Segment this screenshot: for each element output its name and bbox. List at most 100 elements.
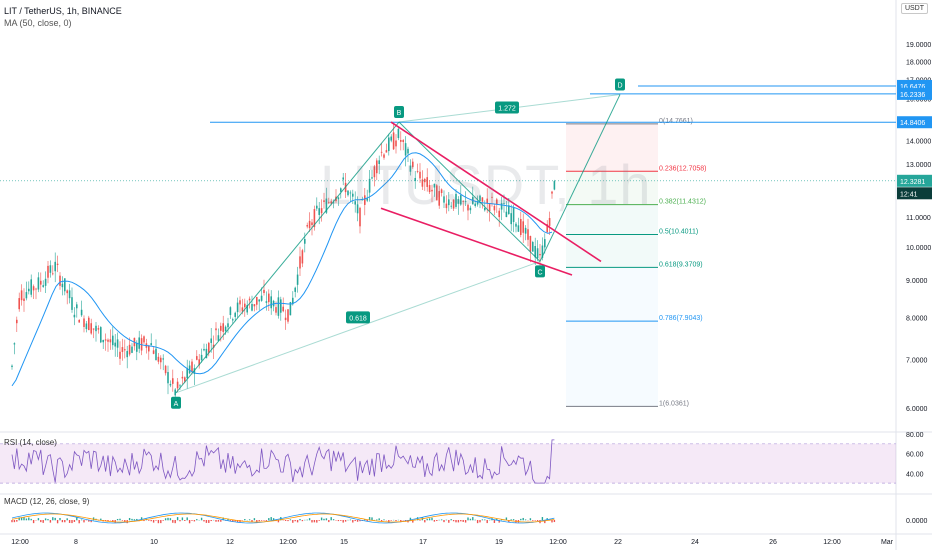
candle-body	[98, 328, 100, 329]
macd-histogram-bar	[338, 520, 339, 521]
candle-body	[117, 339, 119, 347]
candle-body	[256, 297, 258, 305]
macd-histogram-bar	[266, 520, 267, 521]
candle-body	[66, 290, 68, 293]
macd-histogram-bar	[479, 520, 480, 522]
candle-body	[124, 349, 126, 350]
macd-histogram-bar	[379, 518, 380, 520]
macd-histogram-bar	[71, 520, 72, 523]
macd-histogram-bar	[340, 520, 341, 521]
candle-body	[311, 222, 313, 225]
candle-body	[170, 384, 172, 385]
ma-indicator-label[interactable]: MA (50, close, 0)	[4, 18, 72, 28]
chart-title[interactable]: LIT / TetherUS, 1h, BINANCE	[4, 6, 122, 16]
macd-histogram-bar	[345, 520, 346, 522]
candle-body	[119, 352, 121, 359]
candle-body	[129, 345, 131, 355]
wedge-lower-trendline[interactable]	[381, 208, 572, 275]
macd-histogram-bar	[69, 520, 70, 523]
macd-histogram-bar	[62, 520, 63, 522]
macd-histogram-bar	[11, 520, 12, 522]
candle-body	[208, 343, 210, 353]
candle-body	[234, 313, 236, 317]
fib-level-label: 0.5(10.4011)	[659, 228, 698, 235]
macd-histogram-bar	[211, 520, 212, 521]
macd-histogram-bar	[443, 520, 444, 522]
macd-histogram-bar	[535, 520, 536, 521]
candle-body	[18, 298, 20, 309]
candle-body	[395, 141, 397, 147]
macd-histogram-bar	[465, 520, 466, 523]
candle-body	[280, 299, 282, 312]
macd-histogram-bar	[530, 518, 531, 520]
currency-badge[interactable]: USDT	[901, 3, 928, 14]
macd-histogram-bar	[292, 520, 293, 523]
candle-body	[28, 289, 30, 291]
candle-body	[402, 140, 404, 142]
candle-body	[225, 327, 227, 331]
candle-body	[150, 343, 152, 345]
macd-histogram-bar	[163, 520, 164, 521]
candle-body	[232, 319, 234, 320]
candle-body	[220, 326, 222, 331]
candle-body	[527, 229, 529, 240]
candle-body	[102, 340, 104, 342]
macd-histogram-bar	[259, 520, 260, 521]
macd-histogram-bar	[206, 520, 207, 523]
macd-histogram-bar	[331, 517, 332, 520]
macd-histogram-bar	[81, 520, 82, 521]
candle-body	[35, 289, 37, 290]
candle-body	[69, 290, 71, 298]
macd-histogram-bar	[47, 519, 48, 520]
candle-body	[203, 349, 205, 350]
rsi-indicator-label[interactable]: RSI (14, close)	[4, 438, 57, 447]
pattern-point-label: C	[537, 269, 542, 276]
macd-indicator-label[interactable]: MACD (12, 26, close, 9)	[4, 497, 89, 506]
candle-body	[50, 265, 52, 273]
candle-body	[261, 296, 263, 301]
rsi-tick-label: 40.00	[906, 471, 924, 478]
macd-histogram-bar	[124, 520, 125, 522]
fib-level-label: 0.618(9.3709)	[659, 261, 703, 268]
candle-body	[71, 297, 73, 310]
candle-body	[162, 358, 164, 359]
time-tick-label: 15	[340, 539, 348, 546]
macd-histogram-bar	[484, 519, 485, 520]
macd-histogram-bar	[167, 518, 168, 520]
macd-histogram-bar	[45, 518, 46, 520]
time-tick-label: 12:00	[11, 539, 29, 546]
macd-histogram-bar	[467, 517, 468, 520]
macd-histogram-bar	[203, 520, 204, 521]
pattern-point-label: A	[174, 401, 179, 408]
macd-histogram-bar	[249, 519, 250, 520]
candle-body	[64, 278, 66, 291]
candle-body	[112, 336, 114, 346]
macd-histogram-bar	[254, 518, 255, 520]
candle-body	[306, 225, 308, 226]
macd-histogram-bar	[38, 518, 39, 520]
macd-histogram-bar	[220, 520, 221, 522]
macd-histogram-bar	[134, 519, 135, 520]
candle-body	[191, 362, 193, 372]
macd-histogram-bar	[323, 519, 324, 521]
time-tick-label: 17	[419, 539, 427, 546]
candle-body	[158, 357, 160, 362]
macd-histogram-bar	[50, 520, 51, 523]
macd-histogram-bar	[551, 520, 552, 522]
price-tick-label: 13.0000	[906, 162, 931, 169]
candle-body	[114, 343, 116, 347]
macd-tick-label: 0.0000	[906, 518, 928, 525]
macd-histogram-bar	[179, 520, 180, 521]
macd-histogram-bar	[261, 520, 262, 521]
price-tick-label: 19.0000	[906, 42, 931, 49]
macd-histogram-bar	[158, 520, 159, 523]
time-tick-label: 10	[150, 539, 158, 546]
macd-histogram-bar	[463, 520, 464, 522]
macd-histogram-bar	[31, 519, 32, 520]
macd-histogram-bar	[352, 520, 353, 523]
macd-histogram-bar	[28, 518, 29, 521]
price-tick-label: 6.0000	[906, 406, 928, 413]
macd-histogram-bar	[328, 520, 329, 522]
